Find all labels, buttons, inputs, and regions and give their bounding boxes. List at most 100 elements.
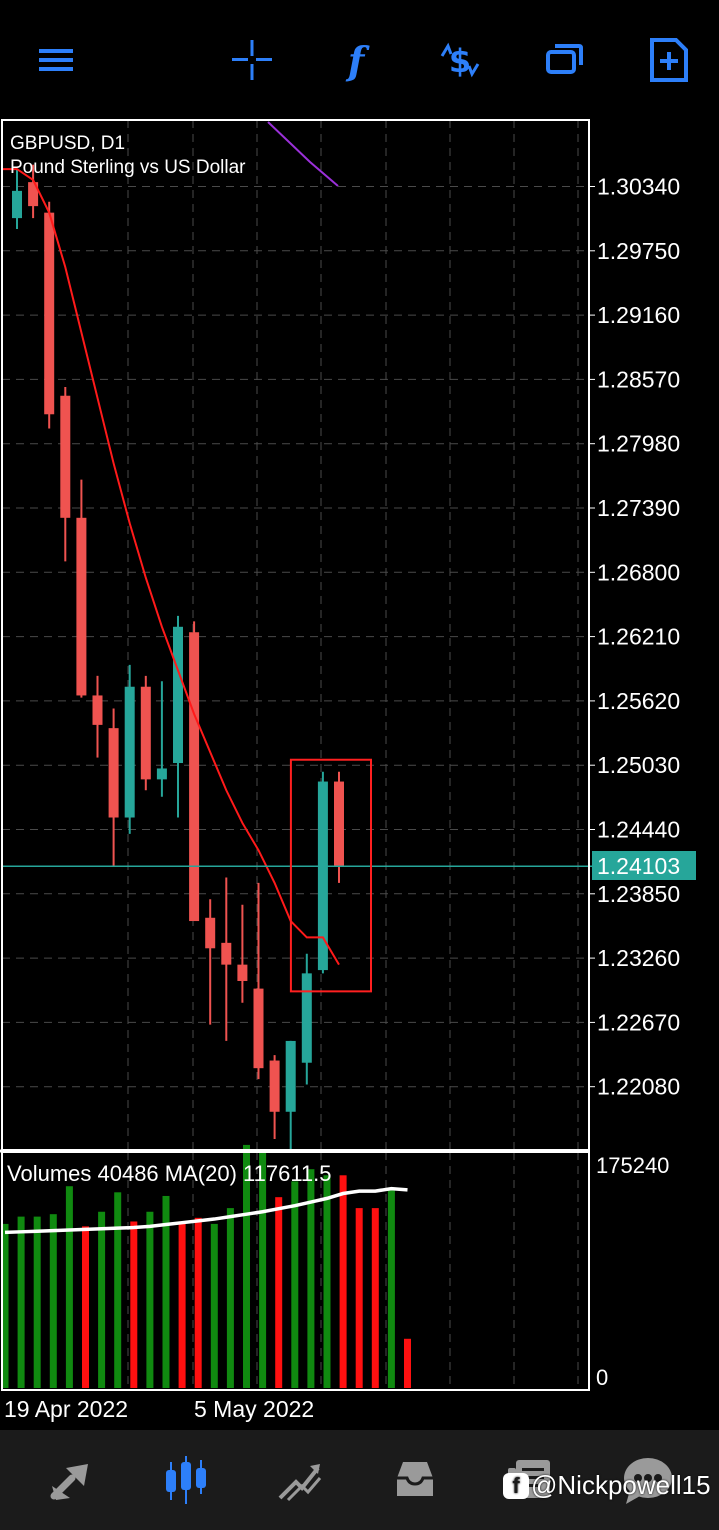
chart-overlays xyxy=(2,121,592,993)
top-toolbar: f $ xyxy=(0,0,719,118)
quotes-icon[interactable] xyxy=(42,1450,102,1510)
bullish-candle xyxy=(173,626,183,764)
volume-bar xyxy=(114,1192,122,1388)
volume-bar xyxy=(194,1217,202,1388)
volume-bar xyxy=(323,1175,331,1388)
volume-bar xyxy=(259,1149,267,1388)
volume-bar xyxy=(291,1181,299,1388)
new-order-icon[interactable] xyxy=(644,36,692,84)
trade-icon[interactable]: $ xyxy=(436,36,484,84)
indicators-icon[interactable]: f xyxy=(332,36,380,84)
volume-bar xyxy=(226,1208,234,1388)
volume-bar xyxy=(146,1211,154,1388)
bearish-candle xyxy=(269,1060,280,1112)
price-chart[interactable]: 1.30340 1.29750 1.29160 1.28570 1.27980 1.273… xyxy=(0,118,719,1430)
watermark: f @Nickpowell15 xyxy=(503,1470,711,1501)
moving-average-line-2 xyxy=(267,121,339,187)
volume-bar xyxy=(65,1186,73,1388)
menu-icon[interactable] xyxy=(32,36,80,84)
volume-bar xyxy=(98,1211,106,1388)
svg-text:$: $ xyxy=(449,42,471,80)
price-tick-label: 1.27980 xyxy=(597,431,680,457)
price-tick-label: 1.25030 xyxy=(597,752,680,778)
bullish-candle xyxy=(156,768,167,780)
price-tick-label: 1.27390 xyxy=(597,495,680,521)
volume-bar xyxy=(371,1208,379,1388)
volume-bar xyxy=(49,1214,57,1388)
volume-bars xyxy=(1,1144,411,1388)
price-tick-label: 1.24440 xyxy=(597,817,680,843)
price-tick-label: 1.26210 xyxy=(597,624,680,650)
chat-icon[interactable] xyxy=(616,1450,676,1510)
volume-bar xyxy=(17,1216,25,1388)
date-label: 5 May 2022 xyxy=(194,1396,314,1422)
volume-ma-line xyxy=(4,1186,408,1235)
volume-min-tick: 0 xyxy=(596,1365,608,1390)
highlight-box xyxy=(289,758,372,993)
bearish-candle xyxy=(253,988,264,1069)
volume-bar xyxy=(210,1223,218,1388)
volume-pane-frame xyxy=(1,1151,590,1391)
bearish-candle xyxy=(28,182,39,207)
price-tick-label: 1.29750 xyxy=(597,238,680,264)
bearish-candle xyxy=(221,942,232,965)
volume-bar xyxy=(307,1169,315,1388)
crosshair-icon[interactable] xyxy=(228,36,276,84)
windows-icon[interactable] xyxy=(540,36,588,84)
bearish-candle xyxy=(334,781,344,867)
bearish-candle xyxy=(205,917,216,949)
facebook-icon: f xyxy=(503,1472,529,1499)
price-tick-label: 1.26800 xyxy=(597,559,680,585)
price-tick-label: 1.22670 xyxy=(597,1009,680,1035)
volume-bar xyxy=(355,1208,363,1388)
date-label: 19 Apr 2022 xyxy=(4,1396,128,1422)
bearish-candle xyxy=(108,728,119,818)
bottom-navigation xyxy=(0,1430,719,1530)
volume-bar xyxy=(387,1187,395,1388)
history-icon[interactable] xyxy=(385,1450,445,1510)
price-tick-label: 1.28570 xyxy=(597,366,680,392)
trade-icon[interactable] xyxy=(270,1450,330,1510)
volume-bar xyxy=(178,1221,186,1388)
symbol-description: Pound Sterling vs US Dollar xyxy=(10,157,246,178)
chart-grid xyxy=(2,120,589,1390)
volume-bar xyxy=(243,1144,250,1388)
watermark-text: @Nickpowell15 xyxy=(531,1470,711,1500)
volume-bar xyxy=(162,1195,170,1388)
volume-bar xyxy=(404,1338,411,1388)
price-tick-label: 1.23850 xyxy=(597,881,680,907)
price-tick-label: 1.29160 xyxy=(597,302,680,328)
bullish-candle xyxy=(317,781,328,971)
volume-bar xyxy=(275,1197,283,1388)
bullish-candle xyxy=(301,973,312,1063)
moving-average-line xyxy=(2,168,340,966)
price-tick-label: 1.30340 xyxy=(597,174,680,200)
volume-bar xyxy=(33,1216,41,1388)
bearish-candle xyxy=(92,695,103,725)
bearish-candle xyxy=(140,686,151,780)
svg-text:f: f xyxy=(345,38,370,82)
current-price-label: 1.24103 xyxy=(597,853,680,879)
bullish-candle xyxy=(124,686,135,818)
volume-bar xyxy=(130,1221,138,1388)
bearish-candle xyxy=(237,964,248,981)
bullish-candle xyxy=(12,190,22,219)
volume-bar xyxy=(1,1223,9,1388)
volume-bar xyxy=(339,1175,347,1388)
bearish-candle xyxy=(60,395,71,518)
current-price-tag: 1.24103 xyxy=(592,851,696,880)
price-axis: 1.30340 1.29750 1.29160 1.28570 1.27980 1.273… xyxy=(589,174,680,1100)
volume-bar xyxy=(82,1226,89,1388)
volumes-label: Volumes 40486 MA(20) 117611.5 xyxy=(7,1161,332,1186)
price-tick-label: 1.22080 xyxy=(597,1074,680,1100)
symbol-label: GBPUSD, D1 xyxy=(10,133,125,154)
candlesticks xyxy=(12,164,344,1150)
price-tick-label: 1.25620 xyxy=(597,688,680,714)
bearish-candle xyxy=(189,632,200,922)
volume-max-tick: 175240 xyxy=(596,1153,669,1178)
bullish-candle xyxy=(285,1040,296,1112)
bearish-candle xyxy=(76,517,87,696)
price-tick-label: 1.23260 xyxy=(597,945,680,971)
bearish-candle xyxy=(44,212,55,415)
chart-icon[interactable] xyxy=(156,1450,216,1510)
